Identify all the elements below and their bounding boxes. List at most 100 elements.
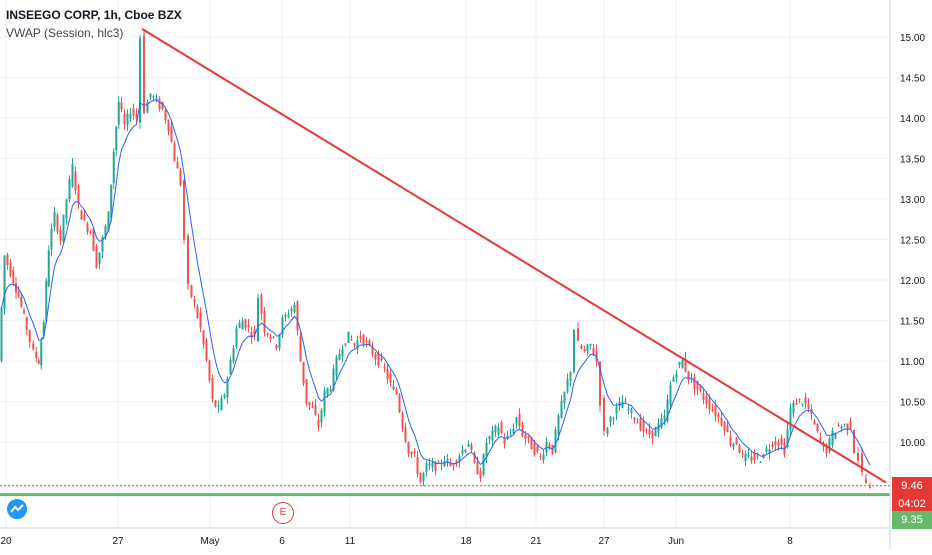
candle-body	[143, 35, 145, 114]
x-tick-label: 11	[345, 536, 356, 547]
candle-body	[518, 413, 521, 427]
candle-body	[266, 333, 269, 336]
candle-body	[624, 401, 627, 403]
candle-body	[401, 413, 404, 430]
candle-body	[678, 362, 681, 366]
y-tick-label: 14.50	[900, 74, 925, 85]
candle-body	[577, 328, 579, 341]
candle-body	[473, 452, 476, 463]
candle-body	[247, 325, 250, 327]
candle-body	[515, 417, 518, 424]
candle-body	[308, 402, 311, 406]
candle-body	[170, 126, 173, 142]
candle-body	[74, 171, 77, 191]
candle-body	[272, 336, 275, 338]
candle-body	[89, 231, 92, 233]
candle-body	[37, 360, 40, 364]
candle-body	[311, 406, 314, 408]
candle-body	[146, 101, 149, 113]
candle-body	[410, 451, 413, 455]
candle-body	[50, 228, 53, 250]
candle-body	[446, 458, 449, 462]
candle-body	[539, 456, 542, 458]
candle-body	[217, 405, 220, 407]
candle-body	[235, 328, 238, 348]
candle-body	[220, 397, 223, 411]
candle-body	[47, 250, 50, 287]
candle-body	[533, 443, 536, 455]
candle-body	[717, 414, 720, 418]
candle-body	[244, 319, 247, 329]
candle-body	[126, 113, 129, 126]
candle-body	[768, 449, 771, 454]
candle-body	[654, 427, 657, 437]
candle-body	[479, 471, 482, 479]
candle-body	[524, 434, 527, 439]
candle-body	[229, 359, 232, 375]
candle-body	[461, 449, 464, 454]
y-tick-label: 13.50	[900, 155, 925, 166]
candle-body	[205, 340, 208, 360]
candle-body	[684, 357, 687, 372]
candle-body	[392, 386, 395, 390]
candle-body	[117, 101, 120, 125]
last-price-badge: 9.46	[892, 477, 932, 495]
candle-body	[777, 442, 780, 446]
candle-body	[164, 110, 167, 121]
candle-body	[314, 405, 317, 415]
candle-body	[599, 361, 601, 406]
candle-body	[110, 184, 113, 219]
candle-body	[714, 405, 717, 417]
candle-body	[612, 418, 615, 420]
candle-body	[323, 390, 326, 413]
candle-body	[735, 437, 738, 445]
candle-body	[687, 371, 690, 381]
countdown-badge: 04:02	[892, 495, 932, 513]
candle-body	[554, 429, 557, 453]
candle-body	[606, 428, 609, 435]
candle-body	[20, 296, 23, 307]
candle-body	[491, 429, 494, 441]
candle-body	[615, 406, 618, 414]
candle-body	[437, 461, 440, 463]
candle-body	[25, 317, 28, 331]
chart-legend: INSEEGO CORP, 1h, Cboe BZX VWAP (Session…	[6, 6, 182, 42]
candle-body	[648, 429, 651, 435]
candle-body	[636, 422, 639, 424]
candle-body	[660, 418, 663, 428]
candle-body	[857, 453, 859, 461]
candle-body	[729, 436, 732, 446]
candle-body	[831, 430, 834, 446]
candle-body	[28, 330, 31, 343]
candle-body	[583, 349, 586, 352]
candle-body	[40, 341, 43, 366]
candle-body	[413, 450, 416, 454]
candle-body	[0, 307, 3, 362]
candle-body	[260, 294, 263, 314]
symbol-title[interactable]: INSEEGO CORP, 1h, Cboe BZX	[6, 8, 182, 22]
candle-body	[290, 309, 293, 312]
candle-body	[846, 423, 849, 430]
candle-body	[129, 114, 132, 119]
candle-body	[152, 96, 155, 98]
x-tick-label: 18	[460, 536, 472, 547]
x-tick-label: 8	[787, 536, 793, 547]
candle-body	[98, 252, 101, 265]
indicator-label[interactable]: VWAP (Session, hlc3)	[6, 26, 124, 40]
candle-body	[861, 453, 863, 473]
candle-body	[71, 163, 74, 187]
earnings-marker[interactable]: E	[272, 502, 294, 524]
x-tick-label: 27	[598, 536, 610, 547]
candle-body	[548, 444, 551, 449]
candle-body	[642, 421, 645, 432]
candle-body	[135, 113, 138, 119]
candle-body	[509, 433, 512, 435]
candle-body	[795, 403, 798, 405]
tradingview-logo-icon[interactable]	[4, 498, 30, 520]
candle-body	[149, 93, 152, 98]
candle-body	[68, 179, 71, 200]
candle-body	[101, 237, 104, 253]
y-tick-label: 13.00	[900, 195, 925, 206]
candle-body	[657, 423, 660, 434]
